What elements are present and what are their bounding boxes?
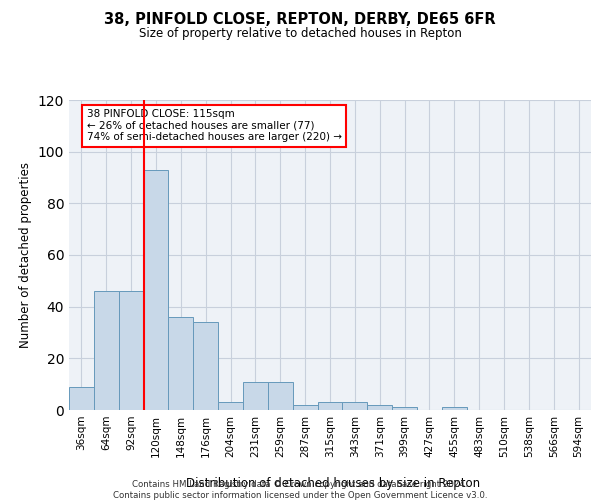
- Bar: [442, 408, 467, 410]
- Text: Distribution of detached houses by size in Repton: Distribution of detached houses by size …: [186, 477, 480, 490]
- Text: Size of property relative to detached houses in Repton: Size of property relative to detached ho…: [139, 28, 461, 40]
- Bar: [268, 382, 293, 410]
- Text: 38 PINFOLD CLOSE: 115sqm
← 26% of detached houses are smaller (77)
74% of semi-d: 38 PINFOLD CLOSE: 115sqm ← 26% of detach…: [86, 110, 341, 142]
- Bar: [193, 322, 218, 410]
- Bar: [69, 387, 94, 410]
- Bar: [169, 317, 193, 410]
- Bar: [317, 402, 343, 410]
- Bar: [143, 170, 169, 410]
- Bar: [119, 291, 143, 410]
- Bar: [367, 405, 392, 410]
- Y-axis label: Number of detached properties: Number of detached properties: [19, 162, 32, 348]
- Bar: [243, 382, 268, 410]
- Bar: [94, 291, 119, 410]
- Bar: [392, 408, 417, 410]
- Text: Contains HM Land Registry data © Crown copyright and database right 2024.
Contai: Contains HM Land Registry data © Crown c…: [113, 480, 487, 500]
- Bar: [293, 405, 317, 410]
- Bar: [343, 402, 367, 410]
- Text: 38, PINFOLD CLOSE, REPTON, DERBY, DE65 6FR: 38, PINFOLD CLOSE, REPTON, DERBY, DE65 6…: [104, 12, 496, 28]
- Bar: [218, 402, 243, 410]
